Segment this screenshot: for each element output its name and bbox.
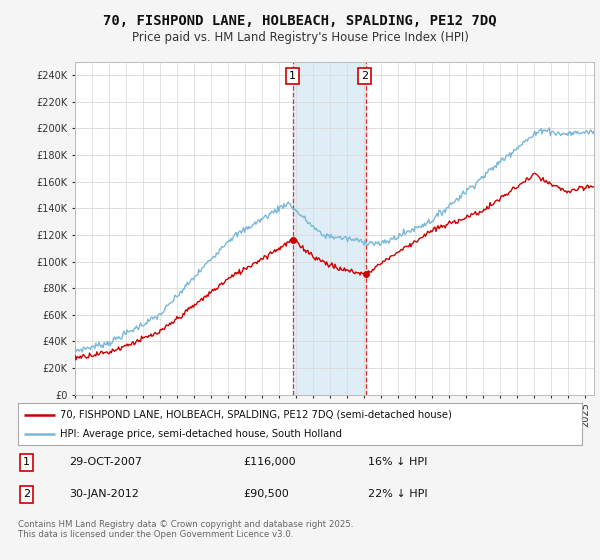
Text: 2: 2 [361, 71, 368, 81]
Text: 70, FISHPOND LANE, HOLBEACH, SPALDING, PE12 7DQ: 70, FISHPOND LANE, HOLBEACH, SPALDING, P… [103, 14, 497, 28]
Text: Price paid vs. HM Land Registry's House Price Index (HPI): Price paid vs. HM Land Registry's House … [131, 31, 469, 44]
Text: 70, FISHPOND LANE, HOLBEACH, SPALDING, PE12 7DQ (semi-detached house): 70, FISHPOND LANE, HOLBEACH, SPALDING, P… [60, 410, 452, 420]
Text: Contains HM Land Registry data © Crown copyright and database right 2025.
This d: Contains HM Land Registry data © Crown c… [18, 520, 353, 539]
Text: 30-JAN-2012: 30-JAN-2012 [69, 489, 139, 500]
Text: 1: 1 [23, 457, 30, 467]
Bar [293, 62, 365, 395]
Text: £116,000: £116,000 [244, 457, 296, 467]
Text: 29-OCT-2007: 29-OCT-2007 [69, 457, 142, 467]
Text: 2: 2 [23, 489, 30, 500]
Text: £90,500: £90,500 [244, 489, 289, 500]
Text: 1: 1 [289, 71, 296, 81]
Text: HPI: Average price, semi-detached house, South Holland: HPI: Average price, semi-detached house,… [60, 430, 342, 439]
Text: 22% ↓ HPI: 22% ↓ HPI [368, 489, 427, 500]
Text: 16% ↓ HPI: 16% ↓ HPI [368, 457, 427, 467]
